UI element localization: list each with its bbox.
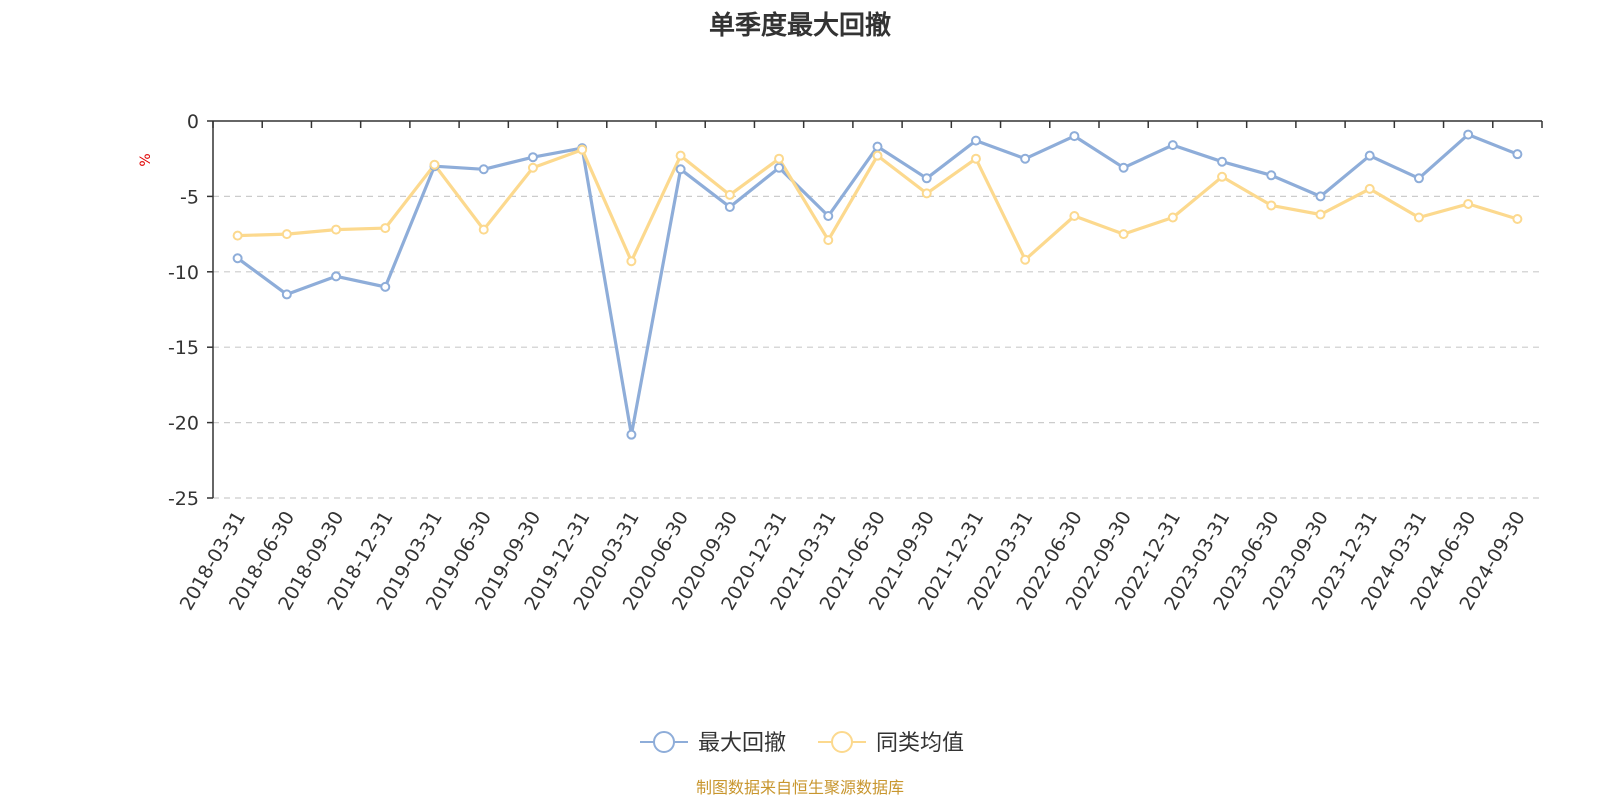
data-point-series-1[interactable] — [872, 150, 883, 161]
data-point-series-1[interactable] — [626, 256, 637, 267]
data-point-series-0[interactable] — [675, 164, 686, 175]
data-point-series-0[interactable] — [380, 281, 391, 292]
data-point-series-1[interactable] — [331, 224, 342, 235]
data-point-series-1[interactable] — [1364, 183, 1375, 194]
data-point-series-1[interactable] — [1315, 209, 1326, 220]
data-point-series-1[interactable] — [1020, 254, 1031, 265]
data-point-series-0[interactable] — [281, 289, 292, 300]
y-tick-label: -25 — [168, 488, 199, 510]
data-point-series-0[interactable] — [1463, 129, 1474, 140]
legend-label: 最大回撤 — [698, 731, 786, 756]
data-point-series-0[interactable] — [1413, 173, 1424, 184]
data-point-series-0[interactable] — [1315, 191, 1326, 202]
series-line-0 — [236, 133, 1518, 437]
data-point-series-1[interactable] — [1413, 212, 1424, 223]
y-axis-ticks: 0 -5 -10 -15 -20 -25 — [168, 111, 213, 510]
data-point-series-0[interactable] — [1118, 162, 1129, 173]
legend-item-0[interactable]: 最大回撤 — [640, 731, 786, 756]
legend-marker-icon — [653, 731, 675, 753]
data-point-series-1[interactable] — [1217, 171, 1228, 182]
y-tick-label: 0 — [187, 111, 199, 133]
data-point-series-1[interactable] — [232, 230, 243, 241]
legend-item-1[interactable]: 同类均值 — [818, 731, 964, 756]
axes — [212, 120, 1543, 498]
data-point-series-1[interactable] — [921, 188, 932, 199]
data-point-series-0[interactable] — [823, 211, 834, 222]
data-point-series-1[interactable] — [1463, 198, 1474, 209]
data-point-series-1[interactable] — [429, 159, 440, 170]
data-point-series-1[interactable] — [1167, 212, 1178, 223]
data-point-series-1[interactable] — [724, 189, 735, 200]
data-point-series-0[interactable] — [626, 429, 637, 440]
data-point-series-0[interactable] — [1069, 131, 1080, 142]
data-point-series-1[interactable] — [1266, 200, 1277, 211]
data-point-series-0[interactable] — [232, 253, 243, 264]
data-point-series-1[interactable] — [577, 144, 588, 155]
data-point-series-1[interactable] — [1118, 229, 1129, 240]
data-point-series-0[interactable] — [527, 152, 538, 163]
data-point-series-1[interactable] — [527, 162, 538, 173]
source-note: 制图数据来自恒生聚源数据库 — [696, 778, 904, 797]
data-point-series-0[interactable] — [774, 162, 785, 173]
data-point-series-0[interactable] — [1266, 170, 1277, 181]
data-point-series-1[interactable] — [823, 235, 834, 246]
data-point-series-0[interactable] — [970, 135, 981, 146]
legend[interactable]: 最大回撤 同类均值 — [640, 731, 964, 756]
data-point-series-0[interactable] — [478, 164, 489, 175]
y-tick-label: -10 — [168, 262, 199, 284]
data-point-series-0[interactable] — [331, 271, 342, 282]
y-tick-label: -20 — [168, 413, 199, 435]
data-point-series-1[interactable] — [281, 229, 292, 240]
x-axis-ticks: 2018-03-312018-06-302018-09-302018-12-31… — [176, 507, 1530, 614]
data-point-series-1[interactable] — [380, 223, 391, 234]
series-group — [232, 129, 1523, 440]
data-point-series-0[interactable] — [724, 201, 735, 212]
data-point-series-1[interactable] — [675, 150, 686, 161]
legend-label: 同类均值 — [876, 731, 964, 756]
data-point-series-1[interactable] — [774, 153, 785, 164]
y-tick-label: -15 — [168, 337, 199, 359]
data-point-series-0[interactable] — [1020, 153, 1031, 164]
data-point-series-0[interactable] — [872, 141, 883, 152]
data-point-series-1[interactable] — [1069, 211, 1080, 222]
y-tick-label: -5 — [180, 186, 199, 208]
grid-lines — [213, 195, 1542, 499]
data-point-series-1[interactable] — [478, 224, 489, 235]
data-point-series-0[interactable] — [1217, 156, 1228, 167]
chart-title: 单季度最大回撤 — [709, 10, 891, 41]
legend-marker-icon — [831, 731, 853, 753]
data-point-series-1[interactable] — [970, 153, 981, 164]
data-point-series-0[interactable] — [921, 173, 932, 184]
data-point-series-1[interactable] — [1512, 214, 1523, 225]
data-point-series-0[interactable] — [1512, 149, 1523, 160]
data-point-series-0[interactable] — [1167, 140, 1178, 151]
y-axis-unit-label: % — [138, 153, 154, 166]
data-point-series-0[interactable] — [1364, 150, 1375, 161]
